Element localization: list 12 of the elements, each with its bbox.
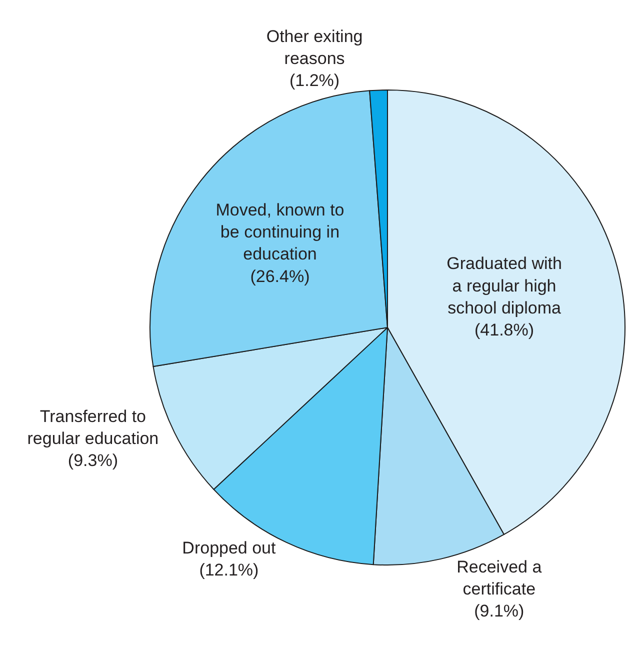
slice-label: Moved, known to be continuing in education bbox=[216, 200, 344, 264]
data-label: (1.2%) bbox=[290, 71, 340, 90]
data-label: (12.1%) bbox=[199, 560, 259, 580]
data-label: (41.8%) bbox=[474, 320, 534, 340]
slice-label: Dropped out bbox=[182, 538, 276, 558]
data-label: (9.1%) bbox=[474, 602, 524, 621]
slice-label: Graduated with a regular high school diploma bbox=[446, 254, 562, 318]
data-label: (9.3%) bbox=[68, 451, 118, 470]
data-label: (26.4%) bbox=[250, 266, 310, 286]
slice-label: Received a certificate bbox=[456, 557, 542, 598]
slice-label: Other exiting reasons bbox=[266, 27, 363, 68]
slice-label: Transferred to regular education bbox=[27, 406, 159, 448]
